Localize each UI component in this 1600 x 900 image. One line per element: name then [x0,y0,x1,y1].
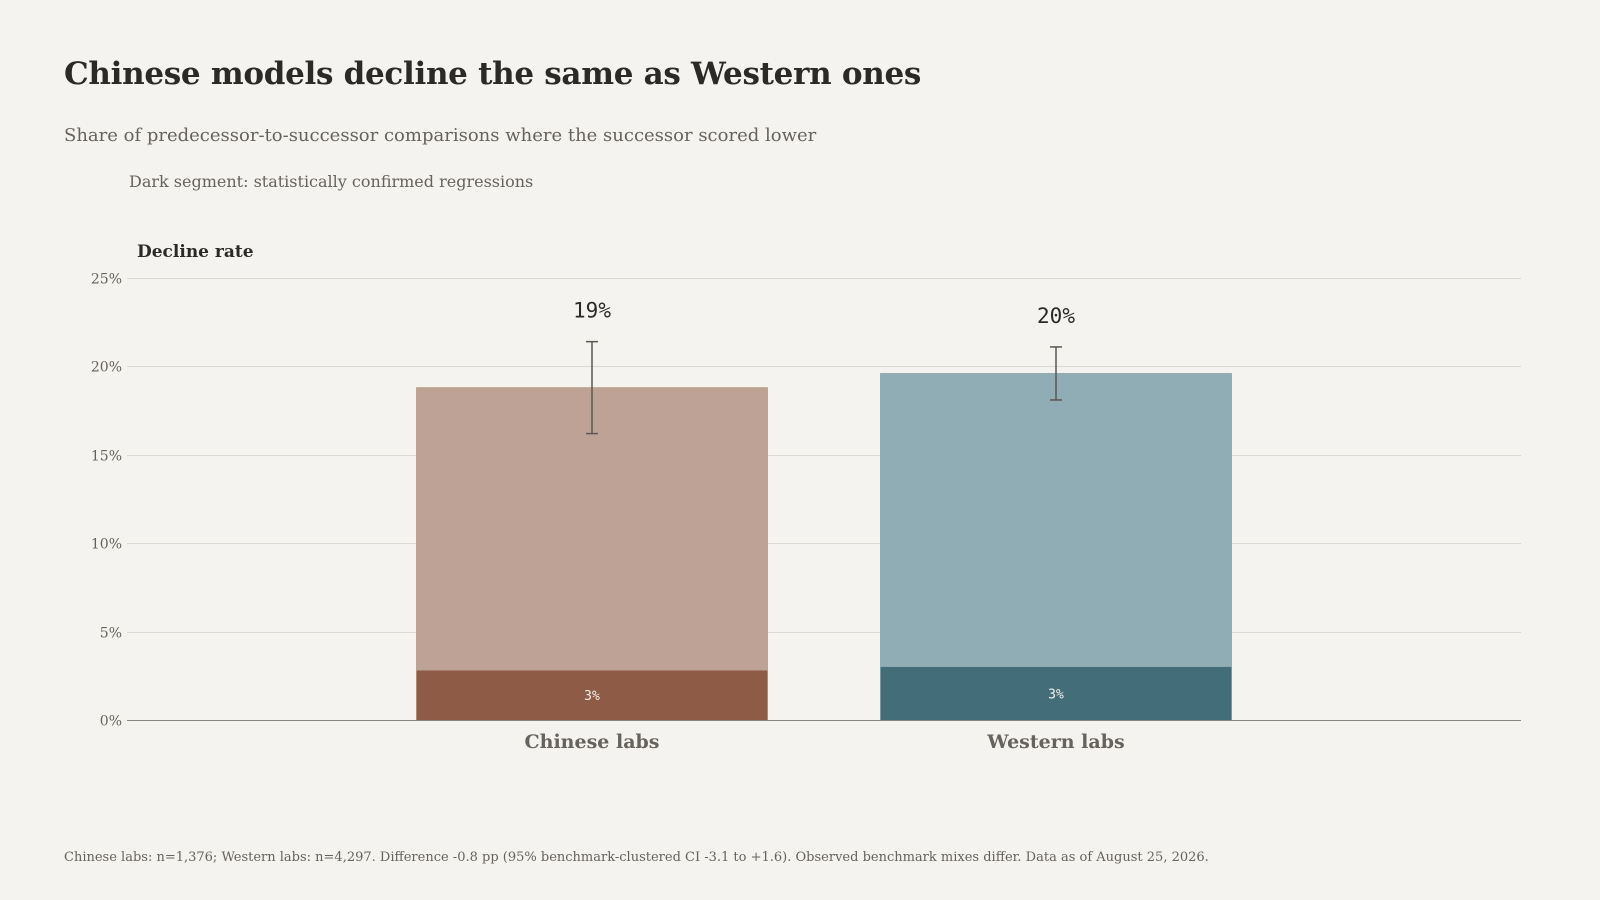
chart-note: Dark segment: statistically confirmed re… [129,172,534,191]
chart-title: Chinese models decline the same as Weste… [64,56,922,92]
bar-value-label: 20% [1037,304,1075,328]
confirmed-value-label: 3% [1048,687,1064,702]
bar-total [416,387,768,721]
x-axis-ticks: Chinese labs Western labs [525,731,1125,753]
x-category-label: Chinese labs [525,731,660,753]
error-bar [1050,346,1062,401]
y-tick-label: 25% [91,272,122,288]
bars: 3% 19% 3% 20% [416,299,1232,721]
y-axis-label: Decline rate [137,242,254,262]
error-bar [586,340,598,435]
chart-footnote: Chinese labs: n=1,376; Western labs: n=4… [64,850,1209,865]
y-axis-ticks: 0% 5% 10% 15% 20% 25% [91,272,122,730]
grid-lines [127,278,1521,633]
bar-confirmed-segment [416,670,768,720]
y-tick-label: 15% [91,449,122,465]
bar-value-label: 19% [573,299,611,323]
y-tick-label: 10% [91,537,122,553]
y-tick-label: 5% [100,626,122,642]
chart-subtitle: Share of predecessor-to-successor compar… [64,125,817,146]
bar-confirmed-segment [880,666,1232,720]
confirmed-value-label: 3% [584,689,600,704]
y-tick-label: 20% [91,360,122,376]
x-category-label: Western labs [986,731,1124,753]
bar-total [880,372,1232,721]
y-tick-label: 0% [100,714,122,730]
